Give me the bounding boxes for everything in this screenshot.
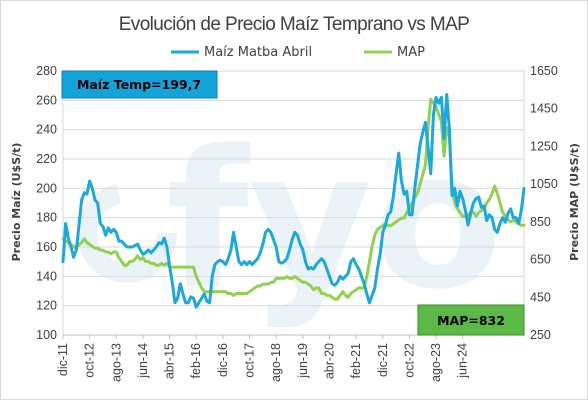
x-tick-label: jun-14 (136, 343, 150, 379)
series-line-map (61, 97, 526, 301)
y-tick-right: 650 (530, 253, 551, 267)
x-tick-label: dic-16 (216, 343, 230, 377)
y-tick-right: 1650 (530, 64, 558, 78)
y-tick-left: 200 (36, 181, 57, 195)
y-tick-right: 850 (530, 215, 551, 229)
y-tick-left: 140 (36, 269, 57, 283)
y-axis-left-title: Precio Maíz (U$S/t) (10, 143, 23, 262)
x-tick-label: oct-22 (402, 343, 416, 378)
y-axis-left-ticks: 100 120 140 160 180 200 220 240 260 280 (36, 64, 57, 342)
y-tick-left: 220 (36, 152, 57, 166)
y-axis-right-title: Precio MAP (U$S/t) (568, 143, 581, 261)
map-price-badge: MAP=832 (417, 304, 525, 336)
x-tick-label: jun-24 (456, 343, 470, 379)
series-lines (61, 92, 526, 309)
y-tick-right: 1250 (530, 139, 558, 153)
svg-text:fyo: fyo (166, 110, 503, 331)
legend: Maíz Matba Abril MAP (171, 45, 425, 60)
y-tick-right: 450 (530, 290, 551, 304)
y-axis-right-ticks: 250 450 650 850 1050 1250 1450 1650 (530, 64, 558, 342)
x-tick-label: jun-19 (296, 343, 310, 379)
x-tick-label: ago-18 (269, 343, 283, 382)
x-tick-label: feb-21 (349, 343, 363, 378)
x-tick-label: oct-17 (243, 343, 257, 378)
legend-label-maiz: Maíz Matba Abril (204, 45, 312, 60)
y-tick-left: 260 (36, 93, 57, 107)
y-tick-left: 280 (36, 64, 57, 78)
x-tick-label: dic-11 (56, 343, 70, 376)
x-tick-label: oct-12 (83, 343, 97, 378)
x-tick-label: abr-15 (163, 343, 177, 379)
x-tick-label: ago-23 (429, 343, 443, 382)
maiz-price-badge: Maíz Temp=199,7 (61, 70, 218, 99)
x-axis-ticks: dic-11 oct-12 ago-13 jun-14 abr-15 feb-16 dic-… (56, 335, 470, 382)
fyo-watermark-logo: fyo (77, 110, 503, 331)
y-tick-left: 240 (36, 123, 57, 137)
y-tick-right: 1050 (530, 177, 558, 191)
y-tick-left: 100 (36, 328, 57, 342)
y-tick-left: 160 (36, 240, 57, 254)
y-tick-right: 1450 (530, 102, 558, 116)
x-tick-label: abr-20 (322, 343, 336, 379)
x-tick-label: feb-16 (189, 343, 203, 378)
y-tick-right: 250 (530, 328, 551, 342)
x-tick-label: ago-13 (109, 343, 123, 382)
chart-title: Evolución de Precio Maíz Temprano vs MAP (119, 14, 470, 35)
maiz-price-badge-text: Maíz Temp=199,7 (77, 77, 201, 92)
y-tick-left: 180 (36, 211, 57, 225)
y-tick-left: 120 (36, 299, 57, 313)
map-price-badge-text: MAP=832 (437, 313, 505, 328)
legend-label-map: MAP (397, 45, 425, 60)
series-line-maiz (61, 92, 526, 309)
x-tick-label: dic-21 (376, 343, 390, 377)
